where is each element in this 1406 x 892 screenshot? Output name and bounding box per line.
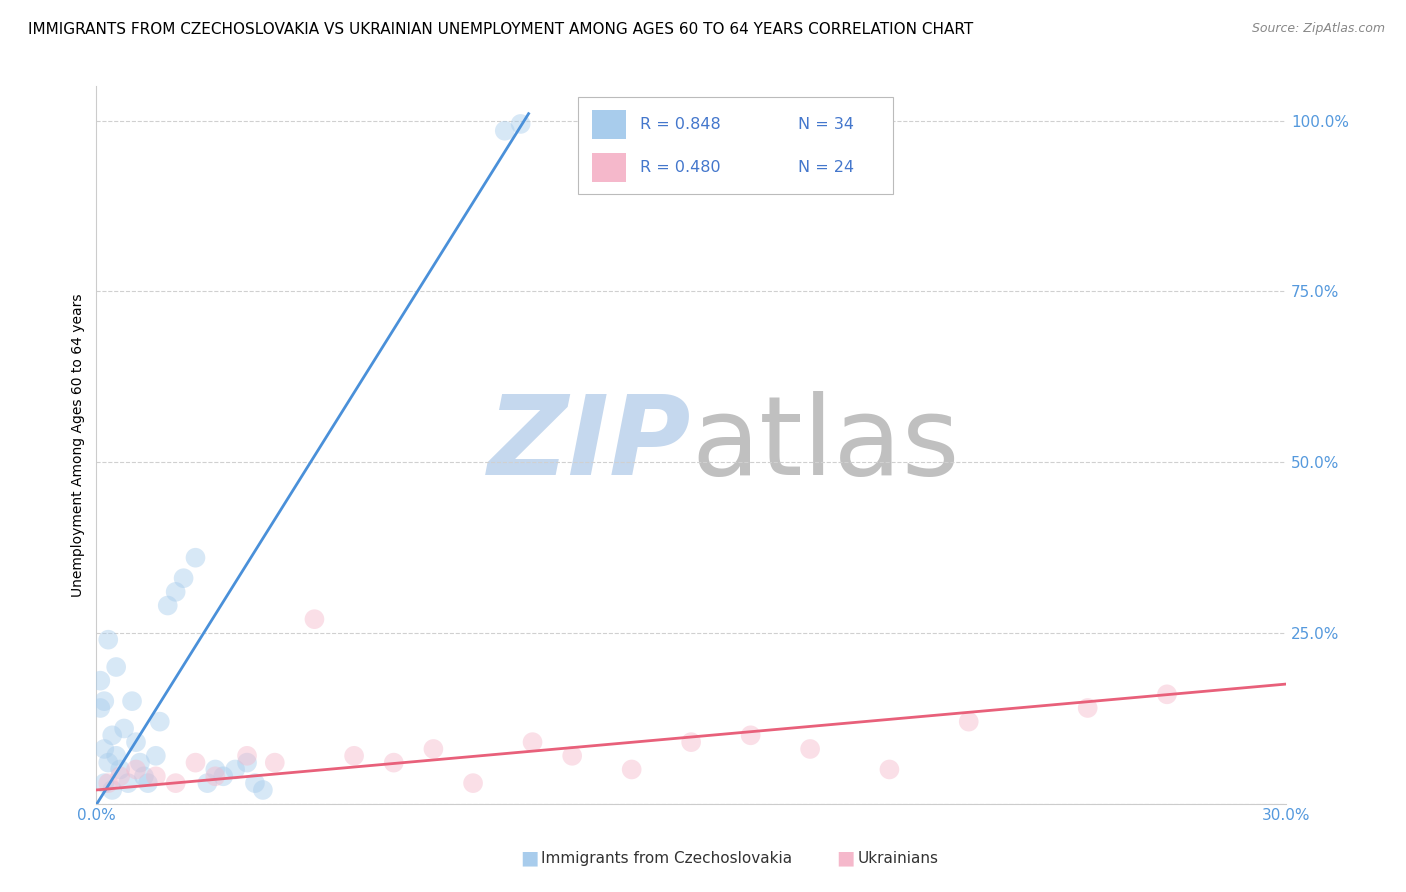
Text: Immigrants from Czechoslovakia: Immigrants from Czechoslovakia bbox=[541, 851, 793, 865]
Point bbox=[236, 756, 259, 770]
Point bbox=[93, 776, 115, 790]
Point bbox=[263, 756, 285, 770]
Text: Source: ZipAtlas.com: Source: ZipAtlas.com bbox=[1251, 22, 1385, 36]
Point bbox=[105, 660, 128, 674]
Point bbox=[195, 776, 218, 790]
Point bbox=[740, 728, 762, 742]
Point bbox=[132, 769, 155, 783]
Point bbox=[799, 742, 821, 756]
Point bbox=[879, 763, 901, 777]
Point bbox=[494, 124, 516, 138]
Text: ■: ■ bbox=[837, 848, 855, 868]
Point bbox=[125, 763, 148, 777]
Text: ■: ■ bbox=[520, 848, 538, 868]
Point bbox=[89, 701, 111, 715]
Text: IMMIGRANTS FROM CZECHOSLOVAKIA VS UKRAINIAN UNEMPLOYMENT AMONG AGES 60 TO 64 YEA: IMMIGRANTS FROM CZECHOSLOVAKIA VS UKRAIN… bbox=[28, 22, 973, 37]
Point bbox=[145, 769, 167, 783]
Text: N = 24: N = 24 bbox=[799, 160, 855, 175]
Point bbox=[156, 599, 179, 613]
Point bbox=[212, 769, 235, 783]
Point bbox=[204, 763, 226, 777]
Point bbox=[117, 776, 139, 790]
Point bbox=[108, 769, 131, 783]
Point bbox=[112, 722, 135, 736]
Text: ZIP: ZIP bbox=[488, 392, 692, 499]
Point bbox=[681, 735, 703, 749]
Point bbox=[93, 694, 115, 708]
Point bbox=[509, 117, 531, 131]
Point bbox=[101, 728, 124, 742]
Text: R = 0.480: R = 0.480 bbox=[640, 160, 721, 175]
Text: N = 34: N = 34 bbox=[799, 117, 855, 132]
Point bbox=[522, 735, 544, 749]
Point bbox=[243, 776, 266, 790]
Point bbox=[165, 585, 187, 599]
Point bbox=[1077, 701, 1099, 715]
Point bbox=[224, 763, 246, 777]
Point bbox=[252, 783, 274, 797]
Point bbox=[101, 783, 124, 797]
Point bbox=[184, 756, 207, 770]
Y-axis label: Unemployment Among Ages 60 to 64 years: Unemployment Among Ages 60 to 64 years bbox=[72, 293, 86, 597]
Point bbox=[236, 748, 259, 763]
Point bbox=[97, 756, 120, 770]
Point bbox=[204, 769, 226, 783]
Point bbox=[561, 748, 583, 763]
Text: R = 0.848: R = 0.848 bbox=[640, 117, 721, 132]
Point bbox=[620, 763, 643, 777]
Text: atlas: atlas bbox=[692, 392, 960, 499]
Point bbox=[108, 763, 131, 777]
Point bbox=[165, 776, 187, 790]
Point bbox=[343, 748, 366, 763]
Point bbox=[125, 735, 148, 749]
Point bbox=[1156, 687, 1178, 701]
Point bbox=[382, 756, 405, 770]
Text: Ukrainians: Ukrainians bbox=[858, 851, 939, 865]
Point bbox=[105, 748, 128, 763]
Point bbox=[97, 776, 120, 790]
Point bbox=[121, 694, 143, 708]
FancyBboxPatch shape bbox=[578, 97, 893, 194]
Point bbox=[957, 714, 980, 729]
FancyBboxPatch shape bbox=[592, 153, 626, 182]
Point bbox=[97, 632, 120, 647]
Point bbox=[461, 776, 484, 790]
Point bbox=[145, 748, 167, 763]
Point bbox=[149, 714, 172, 729]
Point bbox=[89, 673, 111, 688]
Point bbox=[129, 756, 152, 770]
Point bbox=[173, 571, 195, 585]
FancyBboxPatch shape bbox=[592, 110, 626, 139]
Point bbox=[93, 742, 115, 756]
Point bbox=[422, 742, 444, 756]
Point bbox=[304, 612, 326, 626]
Point bbox=[184, 550, 207, 565]
Point bbox=[136, 776, 159, 790]
